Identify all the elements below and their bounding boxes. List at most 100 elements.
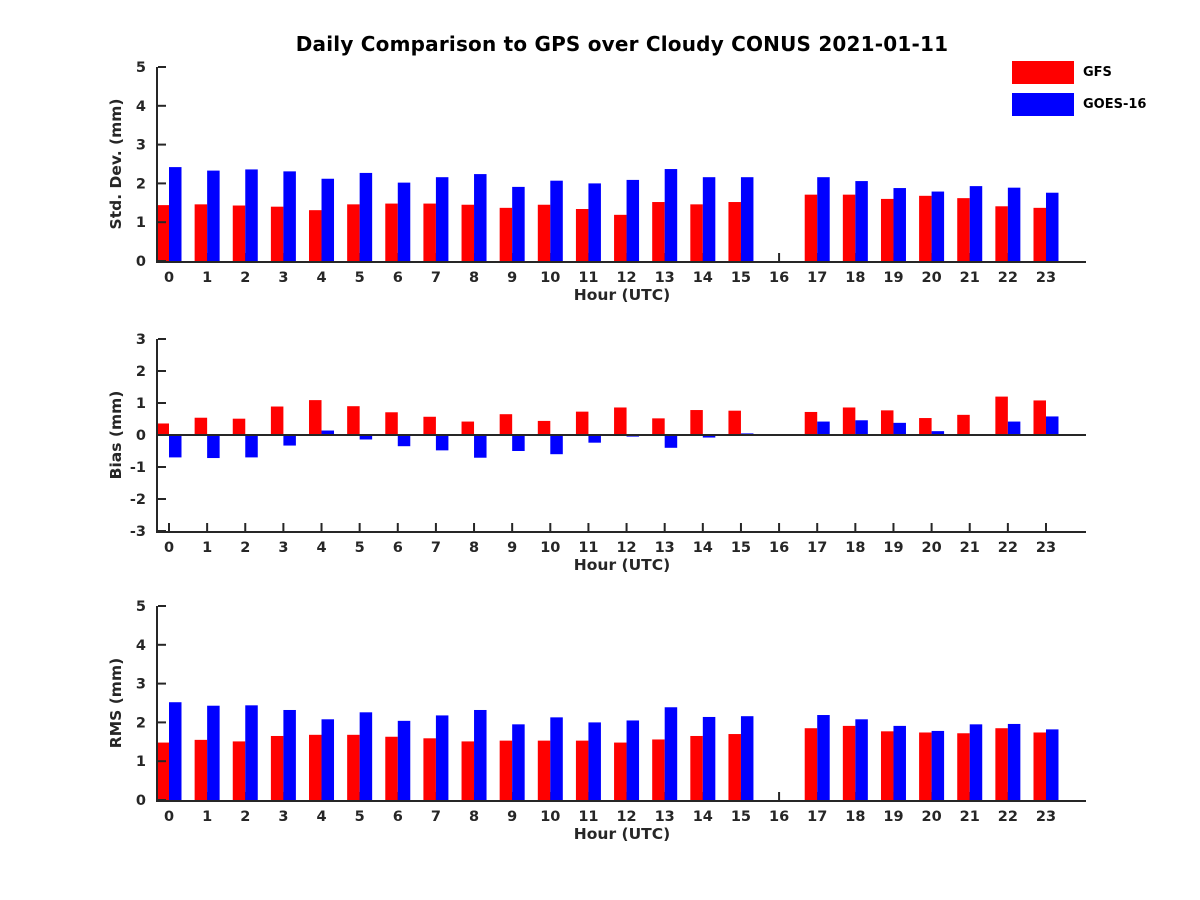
bar-gfs-hour-0 — [156, 742, 169, 800]
bar-gfs-hour-9 — [499, 207, 513, 261]
y-axis-line — [156, 67, 158, 263]
legend-swatch-gfs — [1012, 61, 1074, 84]
y-tick-label-0: 0 — [136, 793, 146, 809]
bar-goes16-hour-10 — [550, 180, 563, 261]
bar-gfs-hour-1 — [194, 204, 208, 261]
x-tick-12 — [625, 523, 628, 531]
x-tick-label-9: 9 — [507, 540, 517, 556]
x-tick-label-20: 20 — [922, 270, 942, 286]
bar-goes16-hour-13 — [664, 435, 678, 448]
zero-line — [156, 434, 1086, 436]
bar-goes16-hour-6 — [397, 435, 411, 447]
bar-goes16-hour-20 — [931, 431, 945, 435]
x-axis-line — [156, 800, 1086, 802]
x-tick-11 — [587, 523, 590, 531]
bar-goes16-hour-23 — [1045, 192, 1059, 261]
y-tick-label-3: 3 — [136, 332, 146, 348]
bar-goes16-hour-11 — [588, 435, 601, 443]
x-tick-19 — [892, 523, 895, 531]
x-axis-label: Hour (UTC) — [574, 286, 670, 304]
x-tick-label-6: 6 — [393, 540, 403, 556]
bar-gfs-hour-20 — [919, 195, 932, 261]
bar-gfs-hour-13 — [652, 202, 665, 261]
bar-gfs-hour-5 — [347, 734, 360, 800]
y-axis-label: Bias (mm) — [107, 391, 125, 480]
bar-gfs-hour-14 — [690, 204, 703, 261]
bar-goes16-hour-8 — [474, 709, 487, 800]
x-tick-label-1: 1 — [202, 809, 212, 825]
bar-goes16-hour-4 — [321, 719, 335, 800]
bar-gfs-hour-10 — [537, 420, 551, 435]
y-tick-0 — [158, 799, 166, 801]
x-tick-label-17: 17 — [807, 270, 827, 286]
y-tick-2 — [158, 370, 166, 372]
bar-gfs-hour-19 — [880, 410, 894, 435]
bar-gfs-hour-13 — [652, 739, 665, 800]
bar-gfs-hour-1 — [194, 739, 208, 800]
x-tick-label-23: 23 — [1036, 809, 1056, 825]
bar-gfs-hour-5 — [347, 406, 360, 435]
y-tick-1 — [158, 760, 166, 763]
x-tick-label-16: 16 — [769, 809, 789, 825]
legend-swatch-goes16 — [1012, 93, 1074, 116]
x-tick-label-15: 15 — [731, 270, 751, 286]
bar-gfs-hour-9 — [499, 414, 513, 435]
y-tick-label-3: 3 — [136, 677, 146, 693]
x-axis-label: Hour (UTC) — [574, 556, 670, 574]
bar-goes16-hour-0 — [169, 435, 182, 458]
bar-goes16-hour-7 — [435, 177, 449, 261]
y-tick-label-2: 2 — [136, 364, 146, 380]
x-tick-label-10: 10 — [540, 540, 560, 556]
x-tick-label-18: 18 — [845, 809, 865, 825]
bar-gfs-hour-11 — [575, 209, 589, 261]
bar-goes16-hour-5 — [359, 172, 373, 261]
x-tick-15 — [739, 523, 742, 531]
y-tick-label-0: 0 — [136, 254, 146, 270]
x-tick-label-22: 22 — [998, 809, 1018, 825]
bar-goes16-hour-15 — [740, 716, 754, 800]
x-tick-label-13: 13 — [655, 540, 675, 556]
bar-goes16-hour-2 — [245, 169, 258, 261]
bar-goes16-hour-10 — [550, 435, 563, 455]
y-tick-label-4: 4 — [136, 99, 146, 115]
bar-gfs-hour-11 — [575, 740, 589, 800]
bar-gfs-hour-22 — [995, 206, 1008, 261]
bar-gfs-hour-1 — [194, 417, 208, 435]
x-tick-label-3: 3 — [278, 809, 288, 825]
y-tick-label--3: -3 — [130, 524, 146, 540]
bar-goes16-hour-17 — [817, 177, 830, 261]
bar-goes16-hour-23 — [1045, 729, 1059, 800]
x-tick-17 — [816, 523, 819, 531]
bar-gfs-hour-8 — [461, 421, 475, 435]
bar-goes16-hour-14 — [702, 716, 716, 800]
bar-gfs-hour-13 — [652, 418, 665, 435]
bar-goes16-hour-14 — [702, 177, 716, 261]
x-tick-13 — [663, 523, 666, 531]
bar-goes16-hour-9 — [512, 724, 525, 800]
x-tick-4 — [320, 523, 323, 531]
bar-gfs-hour-20 — [919, 418, 932, 435]
bar-goes16-hour-9 — [512, 186, 525, 261]
bar-gfs-hour-14 — [690, 735, 703, 800]
bar-gfs-hour-4 — [309, 734, 322, 800]
x-tick-label-8: 8 — [469, 809, 479, 825]
y-tick-label-3: 3 — [136, 138, 146, 154]
x-tick-9 — [511, 523, 514, 531]
x-tick-23 — [1044, 523, 1047, 531]
y-tick-label-2: 2 — [136, 176, 146, 192]
x-tick-10 — [549, 523, 552, 531]
x-tick-label-16: 16 — [769, 540, 789, 556]
bar-goes16-hour-0 — [169, 167, 182, 261]
bar-goes16-hour-5 — [359, 435, 373, 440]
bar-goes16-hour-11 — [588, 183, 601, 261]
y-tick-label-2: 2 — [136, 715, 146, 731]
bar-goes16-hour-18 — [855, 181, 868, 261]
y-axis-label: Std. Dev. (mm) — [107, 99, 125, 230]
y-axis-line — [156, 339, 158, 533]
bar-gfs-hour-6 — [385, 203, 398, 261]
bar-gfs-hour-12 — [614, 214, 627, 261]
x-tick-label-1: 1 — [202, 270, 212, 286]
legend-label-gfs: GFS — [1083, 65, 1112, 80]
x-tick-label-19: 19 — [883, 270, 903, 286]
